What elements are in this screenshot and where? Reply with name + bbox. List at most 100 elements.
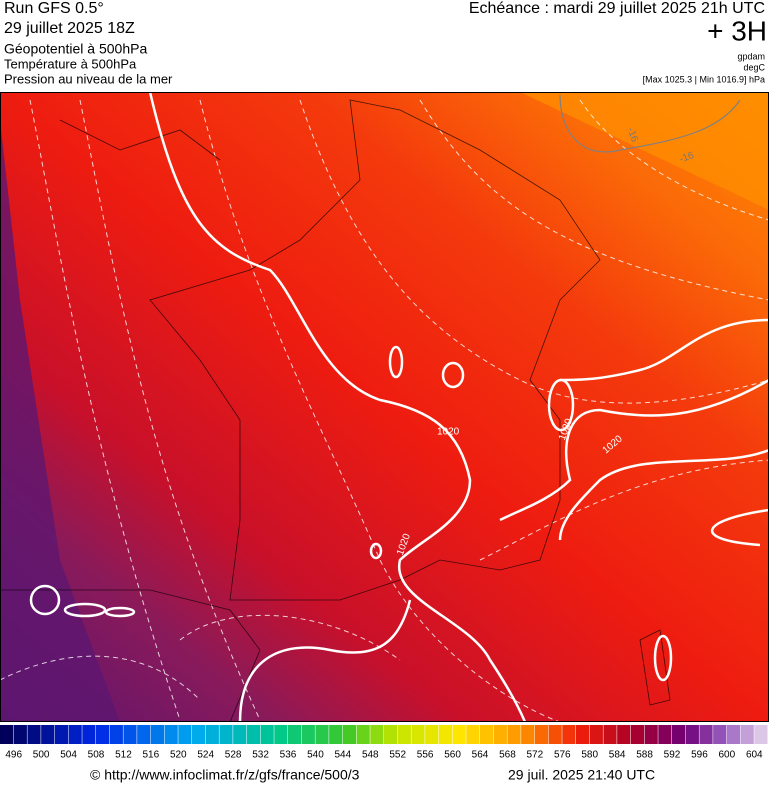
colorbar-box xyxy=(685,725,699,744)
colorbar-label: 504 xyxy=(60,750,77,761)
colorbar-box xyxy=(205,725,219,744)
colorbar-box xyxy=(713,725,727,744)
colorbar-label: 584 xyxy=(609,750,626,761)
colorbar-box xyxy=(452,725,466,744)
colorbar-box xyxy=(27,725,41,744)
colorbar-box xyxy=(726,725,741,744)
map: 1020 1020 1020 1020 -16 -16 xyxy=(0,92,769,722)
colorbar-box xyxy=(672,725,686,744)
colorbar-label: 500 xyxy=(33,750,50,761)
colorbar-box xyxy=(603,725,617,744)
colorbar-box xyxy=(425,725,439,744)
colorbar-box xyxy=(397,725,411,744)
colorbar-label: 564 xyxy=(472,750,489,761)
colorbar-box xyxy=(246,725,261,744)
colorbar-box xyxy=(576,725,590,744)
colorbar-box xyxy=(82,725,96,744)
isotherm-minus16 xyxy=(559,94,741,153)
colorbar-box xyxy=(68,725,82,744)
colorbar-label: 600 xyxy=(719,750,736,761)
colorbar-label: 548 xyxy=(362,750,379,761)
unit: gpdam xyxy=(737,51,765,61)
colorbar-box xyxy=(438,725,453,744)
unit: degC xyxy=(743,62,765,72)
colorbar-box xyxy=(301,725,315,744)
colorbar-box xyxy=(41,725,55,744)
cold-zone xyxy=(0,120,120,722)
colorbar-label: 552 xyxy=(389,750,406,761)
colorbar-box xyxy=(150,725,165,744)
colorbar-box xyxy=(178,725,192,744)
colorbar-label: 580 xyxy=(581,750,598,761)
colorbar-box xyxy=(274,725,288,744)
colorbar-box xyxy=(562,725,576,744)
timestamp: 29 juil. 2025 21:40 UTC xyxy=(508,767,655,783)
footer: © http://www.infoclimat.fr/z/gfs/france/… xyxy=(90,767,655,783)
colorbar-label: 516 xyxy=(143,750,160,761)
colorbar-label: 520 xyxy=(170,750,187,761)
layer: Géopotentiel à 500hPa xyxy=(4,41,147,57)
colorbar-box xyxy=(644,725,658,744)
pressure-range: [Max 1025.3 | Min 1016.9] hPa xyxy=(643,74,765,84)
colorbar-box xyxy=(534,725,549,744)
colorbar-box xyxy=(740,725,754,744)
colorbar-box xyxy=(123,725,137,744)
source: © http://www.infoclimat.fr/z/gfs/france/… xyxy=(90,767,360,783)
colorbar-box xyxy=(0,725,14,744)
dashed-isotherms xyxy=(0,99,769,722)
colorbar-box xyxy=(384,725,398,744)
colorbar-box xyxy=(370,725,384,744)
colorbar-label: 544 xyxy=(335,750,352,761)
colorbar-label: 540 xyxy=(307,750,324,761)
colorbar-box xyxy=(480,725,494,744)
colorbar-label: 588 xyxy=(636,750,653,761)
colorbar-box xyxy=(192,725,206,744)
colorbar-label: 568 xyxy=(499,750,516,761)
colorbar-box xyxy=(521,725,535,744)
colorbar-label: 532 xyxy=(252,750,269,761)
colorbar-label: 536 xyxy=(280,750,297,761)
colorbar-label: 592 xyxy=(664,750,681,761)
colorbar-box xyxy=(507,725,521,744)
colorbar-label: 560 xyxy=(444,750,461,761)
colorbar-box xyxy=(617,725,631,744)
colorbar-label: 576 xyxy=(554,750,571,761)
colorbar-box xyxy=(164,725,178,744)
colorbar-box xyxy=(96,725,110,744)
isobars xyxy=(29,92,769,722)
colorbar-label: 524 xyxy=(197,750,214,761)
colorbar-box xyxy=(329,725,343,744)
colorbar-box xyxy=(13,725,27,744)
echeance: Echéance : mardi 29 juillet 2025 21h UTC xyxy=(469,0,765,17)
colorbar-box xyxy=(260,725,274,744)
colorbar-box xyxy=(356,725,370,744)
colorbar-label: 508 xyxy=(88,750,105,761)
colorbar-box xyxy=(754,725,768,744)
layer: Température à 500hPa xyxy=(4,56,137,71)
run: Run GFS 0.5° xyxy=(4,0,104,17)
warm-zone xyxy=(520,92,769,210)
colorbar-box xyxy=(630,725,645,744)
colorbar-label: 596 xyxy=(691,750,708,761)
colorbar-box xyxy=(137,725,151,744)
colorbar-box xyxy=(411,725,425,744)
header: Run GFS 0.5° 29 juillet 2025 18Z Géopote… xyxy=(4,0,767,86)
colorbar-box xyxy=(54,725,69,744)
colorbar-box xyxy=(342,725,357,744)
coastlines xyxy=(0,99,671,722)
colorbar-box xyxy=(699,725,713,744)
contour-label: -16 xyxy=(678,150,696,165)
colorbar-box xyxy=(589,725,603,744)
colorbar-box xyxy=(658,725,672,744)
colorbar-box xyxy=(288,725,302,744)
layer: Pression au niveau de la mer xyxy=(4,71,173,86)
colorbar-box xyxy=(466,725,480,744)
map-background xyxy=(0,92,769,722)
colorbar-label: 556 xyxy=(417,750,434,761)
contour-label: 1020 xyxy=(437,427,460,438)
colorbar-box xyxy=(219,725,233,744)
colorbar-box xyxy=(315,725,329,744)
colorbar-box xyxy=(548,725,562,744)
run-date: 29 juillet 2025 18Z xyxy=(4,20,135,37)
